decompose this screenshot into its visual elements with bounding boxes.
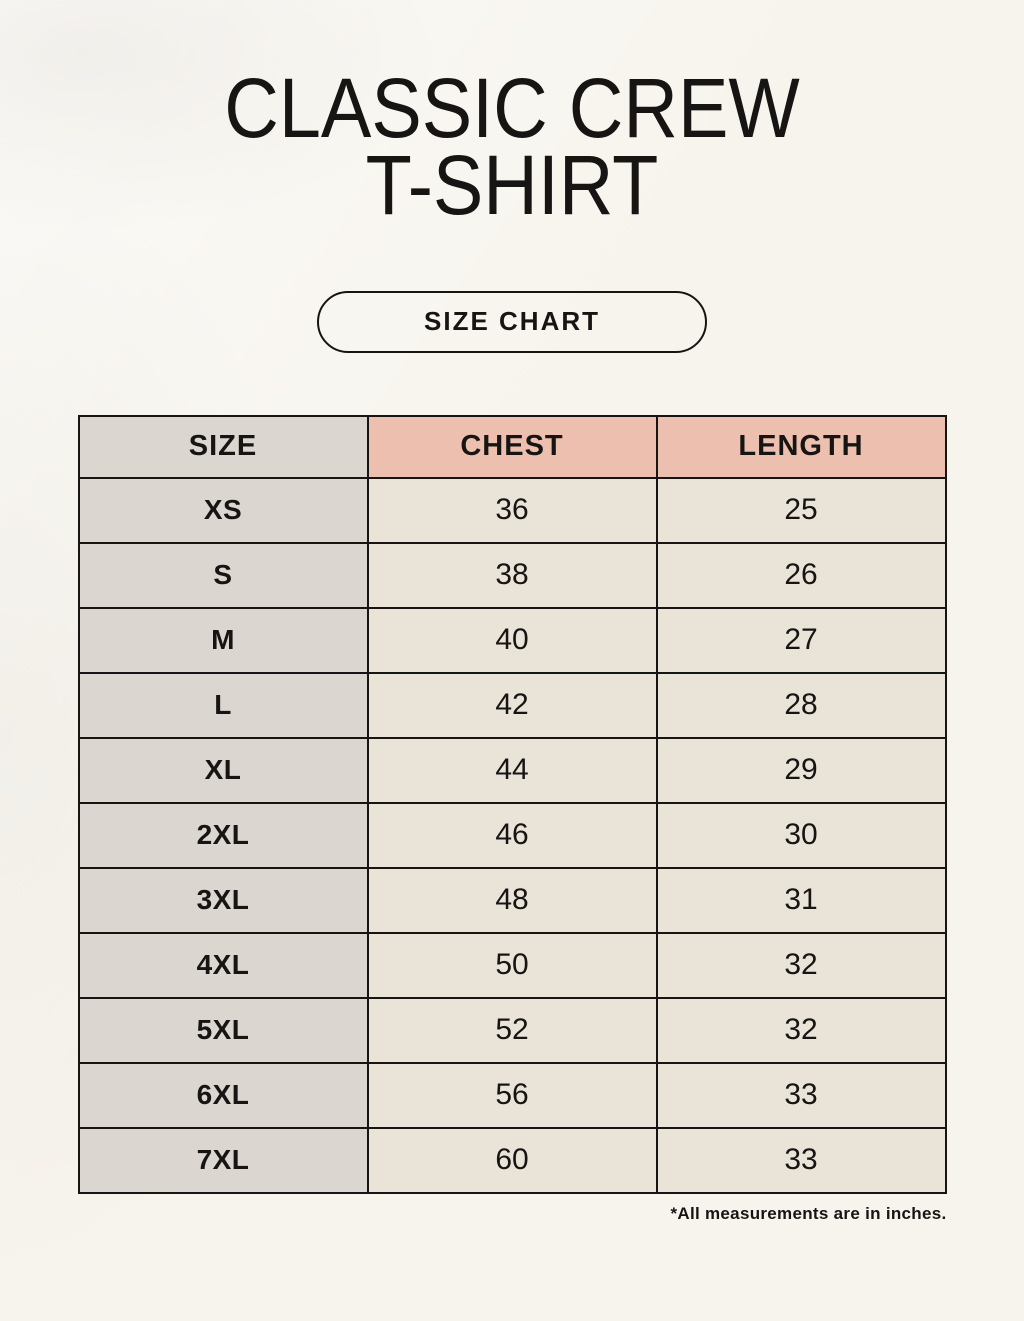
size-chart-button-wrap: SIZE CHART [0,290,1024,353]
length-value-cell: 31 [655,866,947,934]
table-row: M 40 27 [77,606,947,674]
chest-value-cell: 60 [366,1126,658,1194]
table-row: 6XL 56 33 [77,1061,947,1129]
size-label-cell: 2XL [77,801,369,869]
size-label-cell: L [77,671,369,739]
table-row: XL 44 29 [77,736,947,804]
chest-value-cell: 52 [366,996,658,1064]
chest-value-cell: 46 [366,801,658,869]
measurements-note: *All measurements are in inches. [670,1203,947,1223]
size-label-cell: M [77,606,369,674]
size-chart-button[interactable]: SIZE CHART [317,290,707,353]
size-label-cell: S [77,541,369,609]
length-value-cell: 26 [655,541,947,609]
length-value-cell: 25 [655,476,947,544]
size-label-cell: XS [77,476,369,544]
page-title-line-2: T-SHIRT [365,138,659,233]
length-value-cell: 30 [655,801,947,869]
page-title: CLASSIC CREW T-SHIRT [51,0,973,233]
size-table: SIZE CHEST LENGTH XS 36 25 S 38 26 M 40 27 L 42 28 XL 4… [77,414,947,1194]
size-label-cell: 4XL [77,931,369,999]
chest-value-cell: 44 [366,736,658,804]
column-header-chest: CHEST [366,414,658,479]
chest-value-cell: 40 [366,606,658,674]
table-row: 3XL 48 31 [77,866,947,934]
table-row: 7XL 60 33 [77,1126,947,1194]
length-value-cell: 32 [655,931,947,999]
chest-value-cell: 56 [366,1061,658,1129]
table-row: 5XL 52 32 [77,996,947,1064]
size-label-cell: 7XL [77,1126,369,1194]
table-row: 2XL 46 30 [77,801,947,869]
size-label-cell: 3XL [77,866,369,934]
chest-value-cell: 38 [366,541,658,609]
size-table-body: XS 36 25 S 38 26 M 40 27 L 42 28 XL 44 29 2XL 46 30 3XL 48 3… [77,476,947,1194]
column-header-size: SIZE [77,414,369,479]
length-value-cell: 28 [655,671,947,739]
chest-value-cell: 36 [366,476,658,544]
table-row: 4XL 50 32 [77,931,947,999]
length-value-cell: 27 [655,606,947,674]
size-label-cell: 6XL [77,1061,369,1129]
size-table-head: SIZE CHEST LENGTH [77,414,947,479]
size-label-cell: 5XL [77,996,369,1064]
table-row: S 38 26 [77,541,947,609]
length-value-cell: 29 [655,736,947,804]
column-header-length: LENGTH [655,414,947,479]
length-value-cell: 33 [655,1126,947,1194]
length-value-cell: 33 [655,1061,947,1129]
size-table-header-row: SIZE CHEST LENGTH [77,414,947,479]
chest-value-cell: 48 [366,866,658,934]
table-row: L 42 28 [77,671,947,739]
size-label-cell: XL [77,736,369,804]
chest-value-cell: 50 [366,931,658,999]
page-title-line-1: CLASSIC CREW [224,61,800,155]
length-value-cell: 32 [655,996,947,1064]
chest-value-cell: 42 [366,671,658,739]
table-row: XS 36 25 [77,476,947,544]
